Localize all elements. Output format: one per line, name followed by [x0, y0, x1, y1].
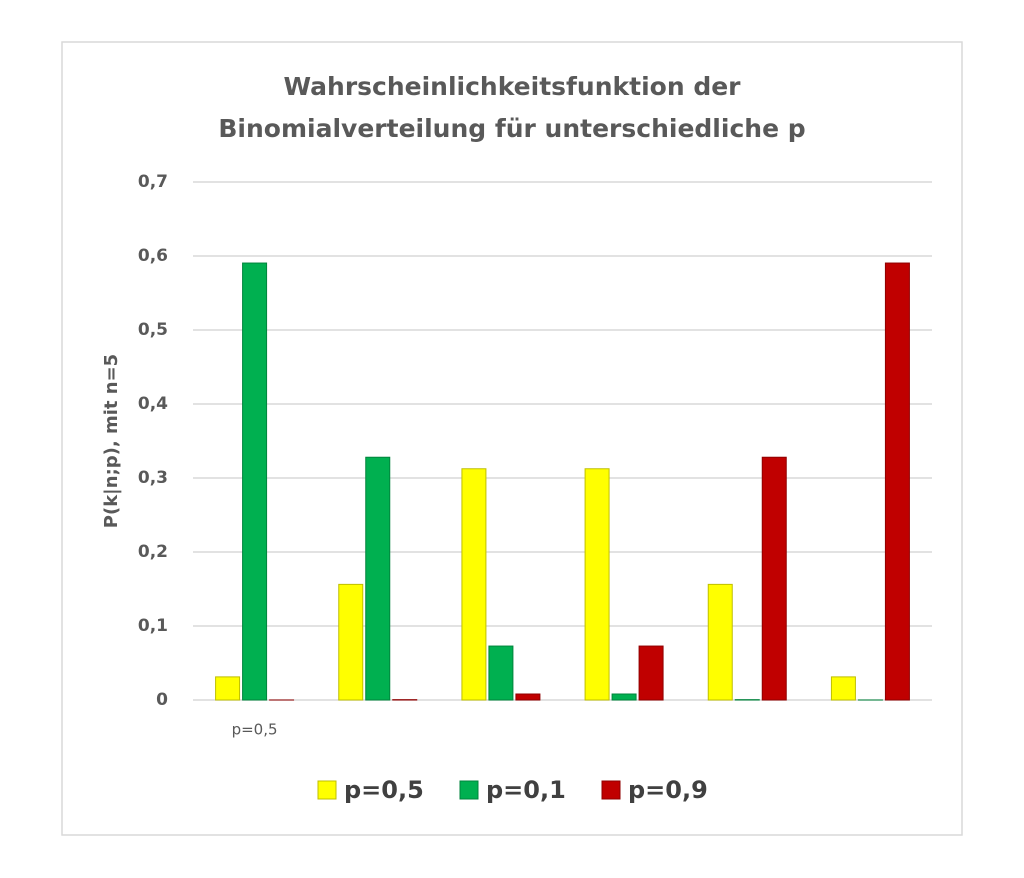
- y-tick-label: 0,4: [138, 394, 168, 414]
- legend-label: p=0,1: [486, 776, 566, 804]
- bar: [365, 456, 391, 701]
- bar: [338, 583, 364, 701]
- bar: [707, 583, 733, 701]
- y-tick-label: 0,7: [138, 172, 168, 192]
- bar: [515, 693, 541, 701]
- y-tick-label: 0,1: [138, 616, 168, 636]
- bar: [884, 262, 910, 701]
- bar: [488, 645, 514, 701]
- legend-swatch: [317, 780, 337, 800]
- bar: [584, 468, 610, 701]
- y-tick-label: 0,3: [138, 468, 168, 488]
- legend-swatch: [601, 780, 621, 800]
- bar: [638, 645, 664, 701]
- legend-label: p=0,5: [344, 776, 424, 804]
- x-tick-label: p=0,5: [232, 721, 278, 739]
- bar: [761, 456, 787, 701]
- y-tick-label: 0: [156, 690, 168, 710]
- chart-title: Binomialverteilung für unterschiedliche …: [218, 114, 805, 143]
- y-axis-title: P(k|n;p), mit n=5: [101, 354, 122, 528]
- chart-title: Wahrscheinlichkeitsfunktion der: [283, 72, 741, 101]
- bar: [611, 693, 637, 701]
- y-tick-label: 0,6: [138, 246, 168, 266]
- bar: [242, 262, 268, 701]
- legend-swatch: [459, 780, 479, 800]
- chart-frame: [61, 41, 963, 836]
- y-tick-label: 0,5: [138, 320, 168, 340]
- bar: [830, 676, 856, 701]
- y-tick-label: 0,2: [138, 542, 168, 562]
- legend-label: p=0,9: [628, 776, 708, 804]
- bar: [461, 468, 487, 701]
- bar: [215, 676, 241, 701]
